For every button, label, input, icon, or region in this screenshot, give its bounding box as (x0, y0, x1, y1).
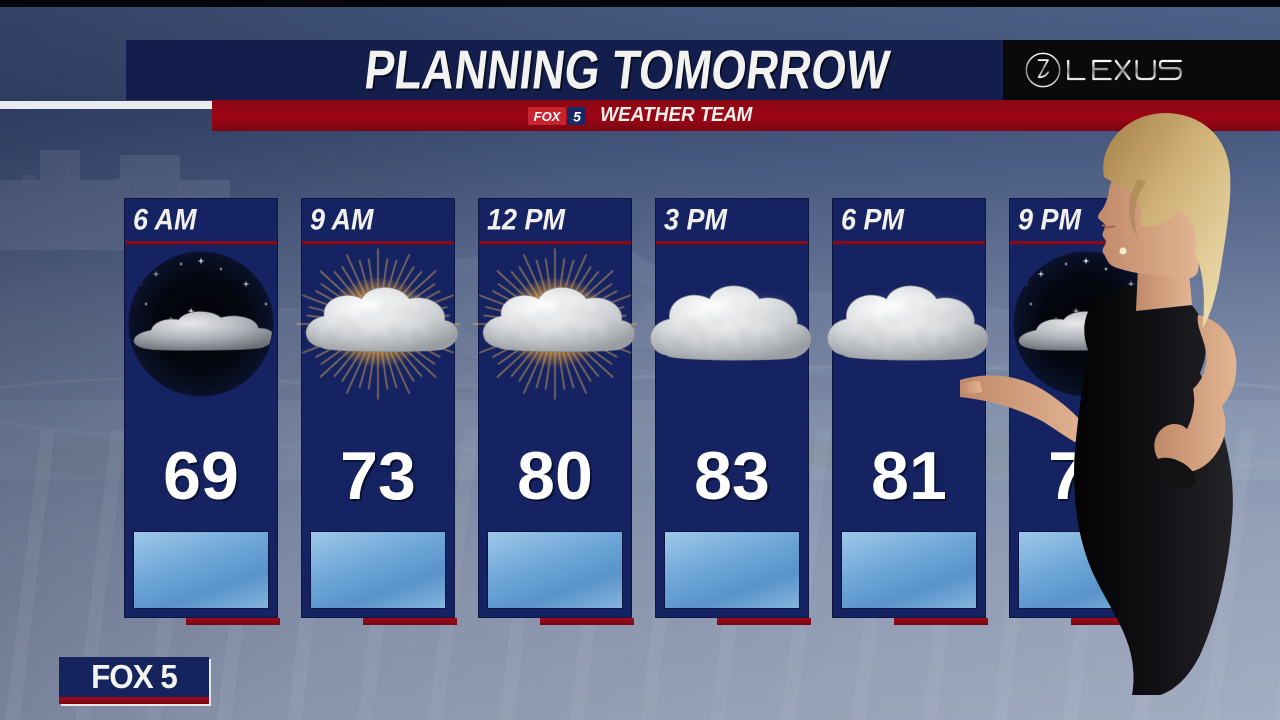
svg-text:5: 5 (573, 108, 581, 124)
svg-text:FOX: FOX (534, 109, 562, 124)
